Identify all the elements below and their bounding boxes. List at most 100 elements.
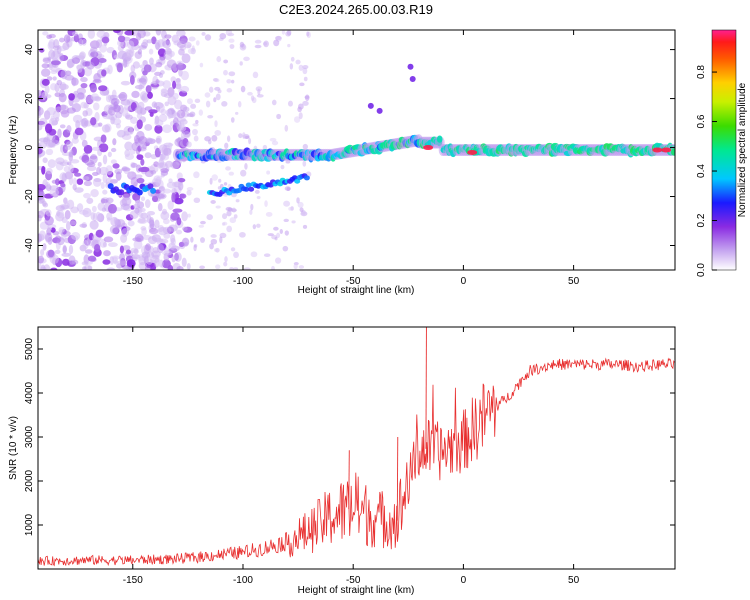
noise-blob [74,172,82,177]
noise-blob [290,56,295,62]
noise-blob [59,124,66,129]
noise-blob [61,151,72,156]
noise-blob [63,34,71,43]
noise-blob [240,169,247,177]
noise-blob [68,244,74,255]
noise-blob [89,154,98,164]
noise-blob [138,167,148,173]
noise-blob [176,172,183,180]
noise-blob [162,40,171,49]
noise-blob [85,60,91,66]
noise-blob [195,119,199,124]
noise-blob [224,142,229,149]
noise-blob [113,54,122,59]
noise-blob [163,93,173,99]
noise-blob [131,90,140,99]
noise-blob [71,232,81,241]
noise-blob [224,256,228,263]
noise-blob [191,45,195,52]
secondary-line-blob [236,188,243,194]
noise-blob [302,100,309,106]
noise-blob [147,91,153,99]
noise-blob [163,232,171,239]
x-tick-label: -50 [346,276,361,287]
noise-blob [190,103,197,109]
noise-blob [186,44,192,49]
x-tick-label: -100 [233,575,253,586]
noise-blob [193,171,200,179]
noise-blob [223,261,228,267]
noise-blob [145,137,153,144]
noise-blob [113,30,121,34]
noise-blob [193,197,201,204]
noise-blob [50,83,57,91]
noise-blob [162,80,171,89]
noise-blob [132,61,140,69]
noise-blob [139,207,146,213]
noise-blob [78,210,89,215]
noise-blob [93,72,101,83]
noise-blob [204,92,211,98]
noise-blob [56,209,64,219]
colorbar-tick-label: 0.8 [696,65,707,79]
noise-blob [243,267,251,270]
noise-blob [47,159,56,169]
noise-blob [177,177,186,183]
noise-blob [146,39,153,44]
main-line-blob [670,148,675,156]
noise-blob [145,85,152,94]
noise-blob [164,246,170,256]
noise-blob [159,185,166,195]
secondary-line-blob [243,186,250,192]
noise-blob [71,137,79,144]
noise-blob [39,197,46,204]
y-tick-label: 2000 [24,469,35,492]
noise-blob [180,70,190,81]
noise-blob [86,165,97,171]
noise-blob [291,220,296,224]
noise-blob [177,136,182,147]
noise-blob [89,84,97,93]
noise-blob [209,243,214,250]
noise-blob [148,48,154,55]
noise-blob [87,255,97,262]
noise-blob [136,177,145,184]
noise-blob [303,76,308,82]
x-tick-label: 0 [461,276,467,287]
noise-blob [80,101,88,109]
noise-blob [61,258,70,266]
noise-blob [198,109,204,116]
noise-blob [119,245,124,254]
noise-blob [147,235,158,245]
noise-blob [38,230,46,241]
noise-blob [231,207,237,213]
noise-blob [302,160,307,167]
noise-blob [176,265,184,270]
noise-blob [120,80,131,86]
secondary-line-blob [303,175,310,181]
noise-blob [275,257,282,264]
noise-blob [61,172,67,183]
noise-blob [174,99,183,110]
noise-blob [233,267,239,270]
noise-blob [124,153,135,160]
noise-blob [107,151,112,158]
noise-blob [105,165,113,176]
noise-blob [48,49,56,60]
noise-blob [176,217,182,226]
noise-blob [274,36,282,41]
noise-blob [149,217,155,227]
noise-blob [155,61,163,68]
noise-blob [164,34,172,39]
noise-blob [235,199,240,203]
noise-blob [298,103,304,110]
noise-blob [91,205,97,213]
noise-blob [230,192,237,198]
noise-blob [252,224,257,230]
noise-blob [71,57,80,64]
noise-blob [96,30,107,39]
noise-blob [60,69,68,80]
noise-blob [274,236,278,241]
colorbar-tick-label: 0.6 [696,114,707,128]
noise-blob [136,112,143,120]
